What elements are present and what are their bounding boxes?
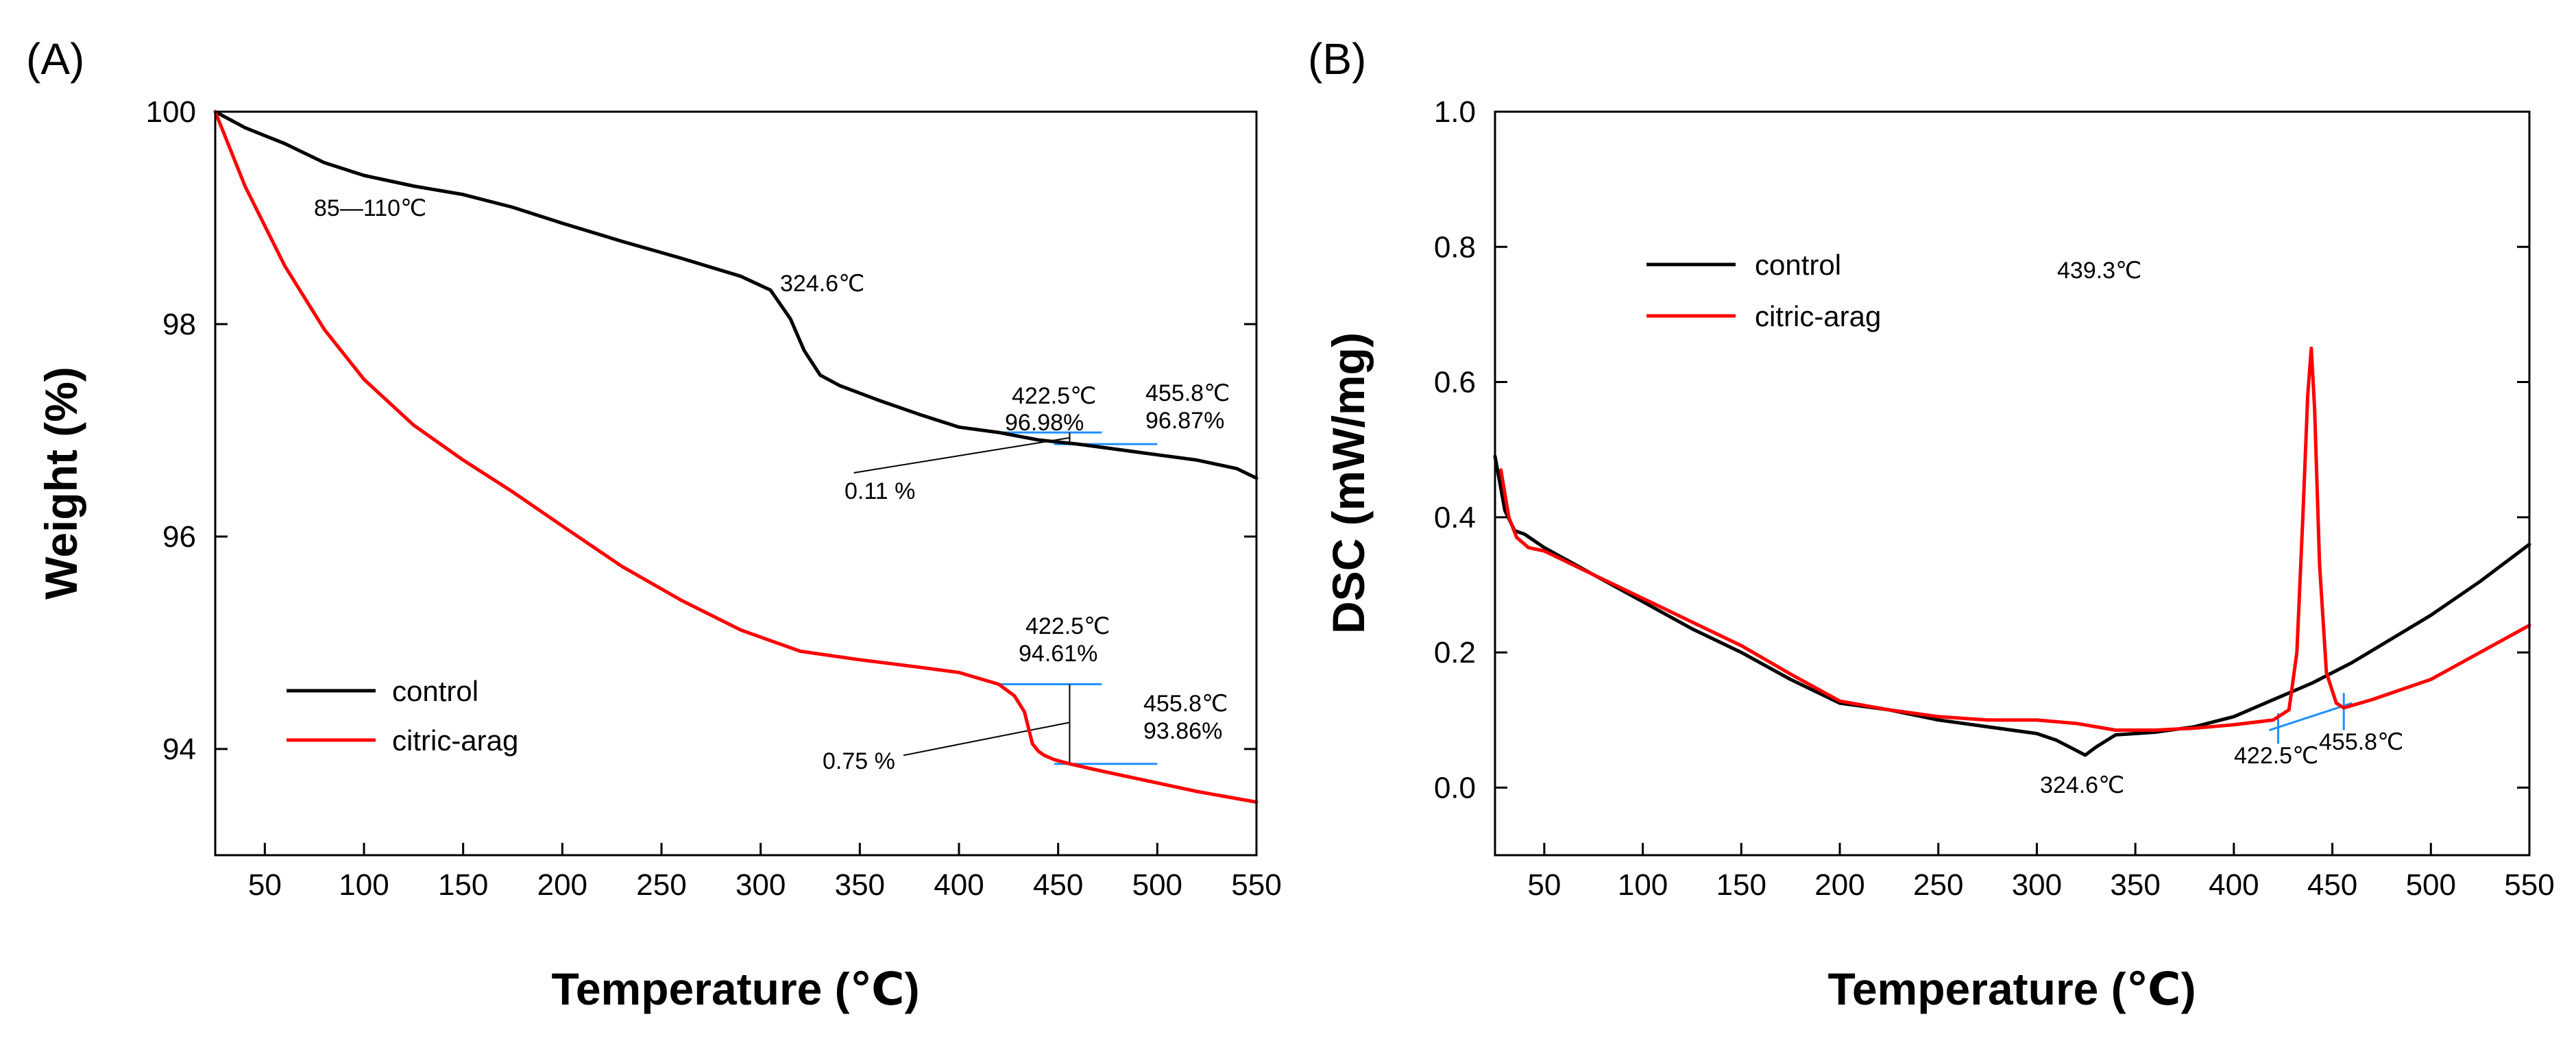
a-x-tick-label-250: 250: [636, 868, 686, 902]
b-x-tick-label-150: 150: [1716, 868, 1766, 902]
b-x-tick-label-450: 450: [2307, 868, 2357, 902]
panel-a-x-axis-title: Temperature (℃): [551, 963, 919, 1014]
a-y-tick-label-94: 94: [162, 733, 196, 766]
a-leader-citric-loss: [903, 722, 1070, 757]
b-series-citric-arag-line: [1499, 346, 2531, 732]
a-x-tick-label-400: 400: [934, 868, 984, 902]
b-y-tick-label-0-0: 0.0: [1434, 771, 1476, 804]
a-x-tick-label-150: 150: [438, 868, 488, 902]
annotation-control-422-5-value: 96.98%: [1005, 410, 1084, 436]
annotation-control-455-8-value: 96.87%: [1145, 408, 1224, 434]
annotation-citric-loss: 0.75 %: [823, 748, 895, 774]
annotation-85-110: 85—110℃: [314, 195, 426, 221]
a-x-tick-label-100: 100: [339, 868, 389, 902]
panel-a-series: [213, 110, 1259, 804]
b-x-tick-label-50: 50: [1527, 868, 1561, 902]
annotation-324-6: 324.6℃: [780, 271, 864, 297]
a-x-tick-label-550: 550: [1231, 868, 1281, 902]
panel-b-dsc-chart: (B) 50 100 150 200 250 300 350 400 450 500 550 0.0 0…: [1308, 34, 2555, 1014]
panel-a-tick-labels: 50 100 150 200 250 300 350 400 450 500 550 94 96 98 10…: [146, 95, 1282, 902]
annotation-peak-439-3: 439.3℃: [2057, 258, 2141, 284]
a-x-tick-label-350: 350: [835, 868, 885, 902]
b-series-control-line: [1493, 454, 2531, 757]
annotation-control-455-8-temp: 455.8℃: [1145, 380, 1230, 406]
panel-b-series: [1493, 346, 2531, 757]
panel-a-guide-lines: [853, 431, 1158, 765]
b-x-tick-label-350: 350: [2110, 868, 2160, 902]
panel-b-x-axis-title: Temperature (℃): [1827, 963, 2196, 1014]
a-x-tick-label-450: 450: [1033, 868, 1083, 902]
a-x-tick-label-300: 300: [736, 868, 786, 902]
panel-a-label: (A): [26, 34, 84, 84]
panel-a-weight-chart: (A) 50 100 150 200 250 300 350 400 450 500 550 94 96…: [26, 34, 1282, 1014]
b-x-tick-label-500: 500: [2406, 868, 2456, 902]
panel-a-legend: control citric-arag: [287, 675, 518, 757]
b-x-tick-label-300: 300: [2012, 868, 2062, 902]
annotation-citric-455-8-temp: 455.8℃: [1143, 691, 1228, 717]
b-y-tick-label-0-4: 0.4: [1434, 501, 1476, 534]
b-x-tick-label-400: 400: [2209, 868, 2259, 902]
b-guide-baseline-tangent: [2269, 702, 2353, 731]
panel-b-legend: control citric-arag: [1647, 249, 1881, 332]
b-x-tick-label-200: 200: [1814, 868, 1864, 902]
legend-citric-label: citric-arag: [392, 724, 518, 757]
a-y-tick-label-100: 100: [146, 95, 196, 129]
annotation-onset-422-5: 422.5℃: [2234, 743, 2318, 769]
panel-a-plot-frame: [214, 110, 1258, 857]
a-x-tick-label-50: 50: [248, 868, 282, 902]
annotation-control-loss: 0.11 %: [845, 478, 915, 504]
a-x-tick-label-200: 200: [537, 868, 587, 902]
a-y-tick-label-98: 98: [162, 308, 196, 341]
annotation-citric-422-5-value: 94.61%: [1019, 641, 1097, 667]
legend-citric-label: citric-arag: [1755, 300, 1881, 332]
legend-control-label: control: [392, 675, 478, 707]
panel-b-y-axis-title: DSC (mW/mg): [1323, 332, 1374, 634]
b-y-tick-label-1-0: 1.0: [1434, 95, 1476, 129]
a-series-control-line: [213, 110, 1259, 480]
panel-a-y-axis-title: Weight (%): [36, 367, 86, 600]
annotation-citric-422-5-temp: 422.5℃: [1025, 613, 1110, 639]
b-y-tick-label-0-6: 0.6: [1434, 366, 1476, 399]
b-x-tick-label-100: 100: [1618, 868, 1668, 902]
annotation-onset-455-8: 455.8℃: [2319, 729, 2403, 755]
annotation-dip-324-6: 324.6℃: [2040, 772, 2124, 798]
a-series-citric-arag-line: [213, 110, 1259, 804]
panel-a-ticks: [215, 110, 1258, 855]
b-y-tick-label-0-2: 0.2: [1434, 636, 1476, 669]
panel-b-tick-labels: 50 100 150 200 250 300 350 400 450 500 550 0.0 0.2 0.…: [1434, 95, 2555, 902]
a-y-tick-label-96: 96: [162, 520, 196, 554]
a-leader-control-loss: [853, 437, 1070, 474]
legend-control-label: control: [1755, 249, 1841, 281]
annotation-control-422-5-temp: 422.5℃: [1012, 383, 1096, 409]
annotation-citric-455-8-value: 93.86%: [1143, 718, 1222, 744]
panel-b-plot-frame: [1494, 110, 2531, 857]
a-x-tick-label-500: 500: [1132, 868, 1182, 902]
b-x-tick-label-250: 250: [1913, 868, 1963, 902]
b-y-tick-label-0-8: 0.8: [1434, 230, 1476, 264]
panel-b-label: (B): [1308, 34, 1366, 84]
b-x-tick-label-550: 550: [2504, 868, 2554, 902]
